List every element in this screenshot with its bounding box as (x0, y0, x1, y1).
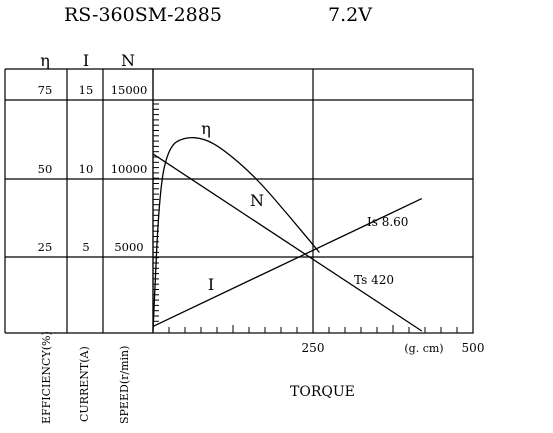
chart-voltage: 7.2V (328, 4, 372, 26)
x-unit-label: (g. cm) (404, 342, 443, 355)
x-tick-label-500: 500 (462, 341, 485, 355)
y-tick-1-1: 10 (79, 162, 94, 176)
annotation-is: Is 8.60 (367, 215, 408, 229)
series-line-2 (152, 198, 423, 327)
series-labels: η N I Is 8.60 Ts 420 (201, 119, 408, 294)
y-tick-0-2: 25 (38, 240, 53, 254)
series-lines (152, 136, 423, 332)
y-axis-symbol-1: I (83, 51, 89, 70)
y-axis-minor-ticks (153, 103, 159, 322)
y-axis-label-current: CURRENT(A) (78, 346, 91, 422)
annotation-ts: Ts 420 (354, 273, 394, 287)
y-tick-2-2: 5000 (114, 240, 143, 254)
y-tick-1-2: 5 (82, 240, 89, 254)
x-axis-label: TORQUE (290, 384, 355, 400)
y-axis-label-efficiency: EFFICIENCY(%) (40, 331, 53, 424)
axis-labels: η 75 50 25 I 15 10 5 N 15000 10000 5000 250 500 (g. cm… (38, 51, 485, 355)
series-line-1 (152, 153, 423, 332)
series-label-N: N (250, 191, 264, 210)
series-label-eta: η (201, 119, 211, 138)
series-label-I: I (208, 275, 214, 294)
x-tick-label-250: 250 (302, 341, 325, 355)
x-axis-ticks (168, 325, 474, 333)
y-axis-label-speed: SPEED(r/min) (118, 345, 131, 424)
y-tick-0-1: 50 (38, 162, 53, 176)
y-tick-1-0: 15 (79, 83, 94, 97)
chart-grid (5, 69, 473, 333)
chart-frame (4, 68, 474, 334)
y-tick-0-0: 75 (38, 83, 53, 97)
y-tick-2-1: 10000 (111, 162, 148, 176)
series-line-0 (152, 136, 321, 332)
chart-title: RS-360SM-2885 (64, 4, 222, 26)
y-tick-2-0: 15000 (111, 83, 148, 97)
y-axis-symbol-2: N (121, 51, 135, 70)
y-axis-symbol-0: η (40, 51, 50, 70)
